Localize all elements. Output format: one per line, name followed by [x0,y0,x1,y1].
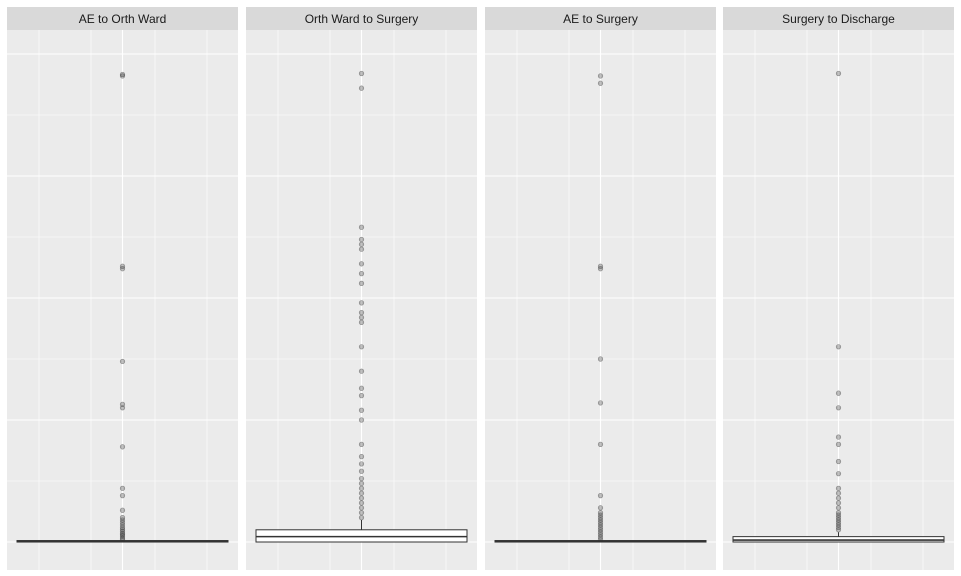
outlier-point [835,344,842,350]
outlier-point [597,505,604,511]
facet-strip [723,7,954,30]
outlier-point [597,73,604,79]
outlier-point [597,80,604,86]
outlier-point [358,514,365,521]
outlier-point [835,441,842,448]
facet-panel-2: Orth Ward to Surgery [246,7,477,570]
facet-strip-label: AE to Surgery [563,12,638,26]
facet-strip-label: Surgery to Discharge [782,12,895,26]
outlier-point [358,241,365,247]
outlier-point [358,461,365,467]
outlier-point [597,263,604,269]
facet-strip [485,7,716,30]
outlier-point [358,500,365,506]
outlier-point [358,495,365,501]
outlier-point [119,485,126,491]
outlier-point [835,490,842,496]
facet-strip [7,7,238,30]
outlier-point [358,314,365,321]
outlier-point [835,70,842,77]
outlier-point [358,475,365,482]
outlier-point [119,71,126,78]
outlier-point [358,310,365,316]
outlier-point [358,393,365,399]
outlier-point [358,454,365,460]
facet-panel-1: AE to Orth Ward [7,7,238,570]
outlier-point [835,471,842,477]
outlier-point [358,280,365,286]
outlier-point [119,358,126,365]
outlier-point [358,271,365,277]
outlier-point [119,401,126,407]
outlier-point [358,417,365,423]
outlier-point [358,224,365,230]
outlier-point [119,73,126,79]
facet-panel-4: Surgery to Discharge [723,7,954,570]
outlier-point [358,85,365,91]
outlier-point [835,495,842,501]
outlier-point [119,530,126,536]
facet-strip-label: Orth Ward to Surgery [305,12,419,26]
outlier-point [358,70,365,77]
outlier-point [358,441,365,448]
outlier-point [358,505,365,511]
outlier-point [358,510,365,516]
outlier-point [119,444,126,450]
facet-strip [246,7,477,30]
outlier-point [835,434,842,440]
outlier-point [358,246,365,252]
outlier-point [835,405,842,411]
outlier-point [119,263,126,269]
outlier-point [119,528,126,534]
outlier-point [358,407,365,413]
outlier-point [358,485,365,491]
facet-strip-label: AE to Orth Ward [79,12,167,26]
outlier-point [358,236,365,243]
outlier-point [119,493,126,499]
outlier-point [597,493,604,499]
outlier-point [358,261,365,267]
outlier-point [358,319,365,326]
outlier-point [597,510,604,516]
outlier-point [835,458,842,465]
outlier-point [119,507,126,513]
outlier-point [358,385,365,391]
outlier-point [597,400,604,406]
outlier-point [835,390,842,396]
outlier-point [358,368,365,374]
outlier-point [358,480,365,487]
outlier-point [835,505,842,511]
outlier-point [835,510,842,516]
facet-panel-3: AE to Surgery [485,7,716,570]
outlier-point [358,468,365,474]
outlier-point [358,344,365,350]
outlier-point [835,485,842,491]
outlier-point [358,490,365,496]
outlier-point [597,356,604,362]
outlier-point [835,500,842,506]
outlier-point [597,441,604,448]
outlier-point [358,300,365,306]
outlier-point [119,514,126,521]
